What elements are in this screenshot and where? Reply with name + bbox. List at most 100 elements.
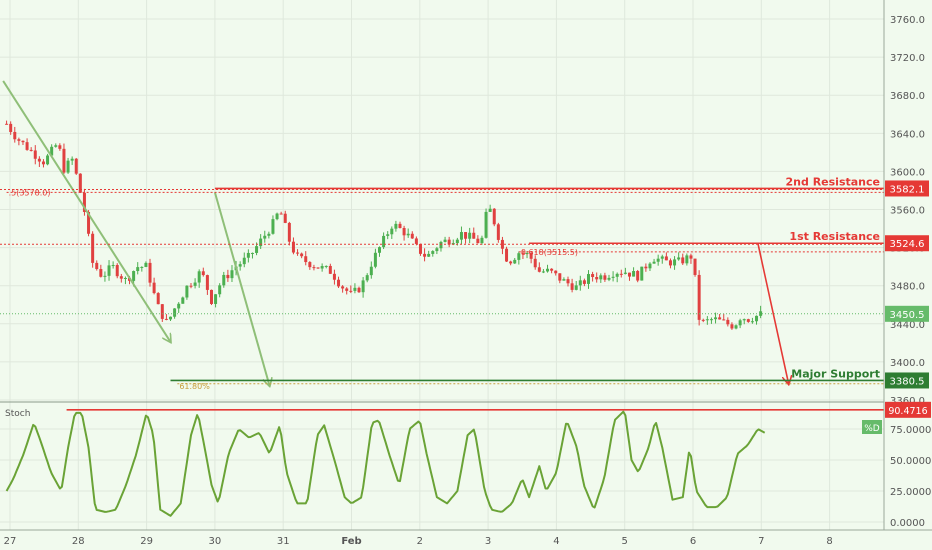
- candle-body: [140, 266, 144, 268]
- candle-body: [648, 263, 652, 269]
- candle-body: [705, 319, 709, 321]
- candle-body: [365, 275, 369, 281]
- price-tick-label: 3640.0: [890, 129, 925, 140]
- candle-body: [607, 277, 611, 280]
- time-tick-label: 4: [553, 536, 559, 547]
- candle-body: [267, 233, 271, 236]
- candle-body: [599, 275, 603, 280]
- candle-body: [275, 213, 279, 220]
- candle-body: [529, 253, 533, 259]
- trend-arrow-red[interactable]: [757, 243, 789, 384]
- candle-body: [91, 233, 95, 263]
- candle-body: [455, 239, 459, 244]
- time-tick-label: 30: [209, 536, 222, 547]
- candle-body: [259, 238, 263, 247]
- candle-body: [730, 324, 734, 329]
- level-label: 1st Resistance: [789, 230, 880, 243]
- candle-body: [431, 251, 435, 254]
- candle-body: [722, 319, 726, 321]
- candle-body: [255, 246, 259, 253]
- candle-body: [193, 282, 197, 286]
- candle-body: [427, 253, 431, 257]
- candle-body: [656, 258, 660, 262]
- candle-body: [697, 274, 701, 320]
- stoch-pane: [5, 409, 884, 517]
- candle-body: [169, 316, 173, 320]
- candle-body: [382, 235, 386, 248]
- price-tick-label: 3760.0: [890, 15, 925, 26]
- current-price-badge-text: 3450.5: [890, 310, 925, 321]
- candle-body: [349, 290, 353, 292]
- price-tick-label: 3720.0: [890, 53, 925, 64]
- candle-body: [701, 319, 705, 321]
- trend-arrow-green[interactable]: [2, 80, 170, 342]
- candle-body: [132, 271, 136, 281]
- candle-body: [58, 145, 62, 149]
- candle-body: [603, 275, 607, 280]
- trend-arrow-green[interactable]: [213, 192, 270, 385]
- time-tick-label: 5: [622, 536, 628, 547]
- candle-body: [95, 262, 99, 270]
- candle-body: [398, 223, 402, 228]
- candle-body: [70, 158, 74, 161]
- candle-body: [525, 253, 529, 255]
- candle-body: [226, 274, 230, 279]
- candle-body: [353, 287, 357, 291]
- stoch-tick-label: 50.0000: [890, 456, 931, 467]
- candle-body: [435, 248, 439, 252]
- candle-body: [152, 282, 156, 294]
- price-axis-background: [884, 0, 932, 530]
- level-price-badge-text: 3524.6: [890, 239, 925, 250]
- time-tick-label: Feb: [341, 536, 361, 547]
- candle-body: [37, 158, 41, 162]
- candle-body: [185, 285, 189, 298]
- candle-body: [693, 258, 697, 275]
- candle-body: [164, 318, 168, 320]
- candle-body: [574, 285, 578, 290]
- candle-body: [652, 261, 656, 264]
- candle-body: [181, 297, 185, 304]
- time-axis[interactable]: 27 28 29 30 31 Feb 2 3 4 5 6 7 8: [4, 536, 833, 547]
- price-tick-label: 3480.0: [890, 282, 925, 293]
- level-price-badge-text: 3582.1: [890, 184, 925, 195]
- candle-body: [17, 139, 21, 141]
- candle-body: [414, 238, 418, 244]
- candle-body: [218, 285, 222, 295]
- candle-body: [468, 232, 472, 239]
- level-label: 2nd Resistance: [786, 175, 880, 188]
- fib-level-label: 61.80%: [179, 382, 210, 391]
- candle-body: [632, 271, 636, 277]
- price-tick-label: 3680.0: [890, 91, 925, 102]
- candle-body: [115, 265, 119, 277]
- candle-body: [423, 253, 427, 257]
- candles: [5, 120, 763, 330]
- fib-level-label: 0.618(3515.5): [521, 248, 578, 257]
- candle-body: [205, 275, 209, 290]
- candle-body: [78, 173, 82, 193]
- candle-body: [759, 311, 763, 316]
- candle-body: [250, 252, 254, 254]
- stoch-d-badge: [862, 420, 882, 434]
- candle-body: [709, 319, 713, 321]
- candle-body: [373, 252, 377, 267]
- candle-body: [406, 233, 410, 236]
- candle-body: [332, 273, 336, 280]
- candle-body: [291, 241, 295, 253]
- candle-body: [689, 255, 693, 259]
- candle-body: [582, 280, 586, 284]
- candle-body: [484, 211, 488, 238]
- candle-body: [337, 279, 341, 287]
- candle-body: [546, 268, 550, 272]
- candle-body: [173, 308, 177, 317]
- stoch-level-badge: [885, 401, 931, 418]
- candle-body: [271, 219, 275, 234]
- level-price-badge: [885, 372, 929, 389]
- candle-body: [230, 270, 234, 279]
- candle-body: [189, 285, 193, 287]
- candle-body: [447, 239, 451, 245]
- candle-body: [459, 232, 463, 240]
- candle-body: [54, 145, 58, 147]
- candle-body: [714, 317, 718, 320]
